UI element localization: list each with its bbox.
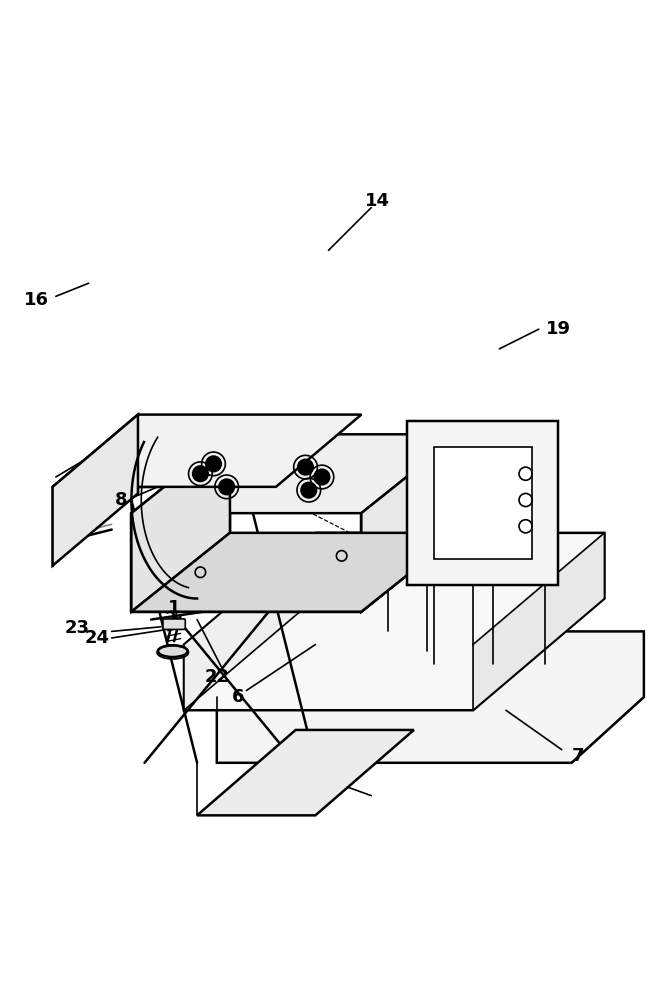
Circle shape — [298, 459, 313, 475]
Circle shape — [193, 466, 208, 482]
Circle shape — [206, 456, 221, 472]
Text: 6: 6 — [231, 688, 244, 706]
Polygon shape — [131, 533, 460, 612]
Text: 1: 1 — [168, 599, 181, 617]
Polygon shape — [184, 533, 604, 710]
Text: 22: 22 — [204, 668, 229, 686]
Text: 24: 24 — [85, 629, 110, 647]
Text: 8: 8 — [115, 491, 128, 509]
Polygon shape — [131, 434, 230, 612]
Polygon shape — [434, 447, 532, 559]
Circle shape — [314, 469, 330, 485]
Text: 14: 14 — [365, 192, 390, 210]
Polygon shape — [217, 631, 644, 763]
Text: 23: 23 — [65, 619, 90, 637]
Polygon shape — [53, 415, 138, 566]
Polygon shape — [197, 730, 414, 815]
Circle shape — [219, 479, 235, 495]
Polygon shape — [184, 533, 315, 710]
Circle shape — [301, 482, 317, 498]
FancyBboxPatch shape — [163, 619, 185, 629]
Text: 19: 19 — [546, 320, 571, 338]
Text: 16: 16 — [24, 291, 49, 309]
Text: 7: 7 — [572, 747, 585, 765]
Polygon shape — [361, 434, 460, 612]
Polygon shape — [473, 533, 604, 710]
Ellipse shape — [158, 646, 187, 656]
Polygon shape — [53, 415, 361, 487]
Polygon shape — [131, 434, 460, 513]
Polygon shape — [407, 421, 558, 585]
